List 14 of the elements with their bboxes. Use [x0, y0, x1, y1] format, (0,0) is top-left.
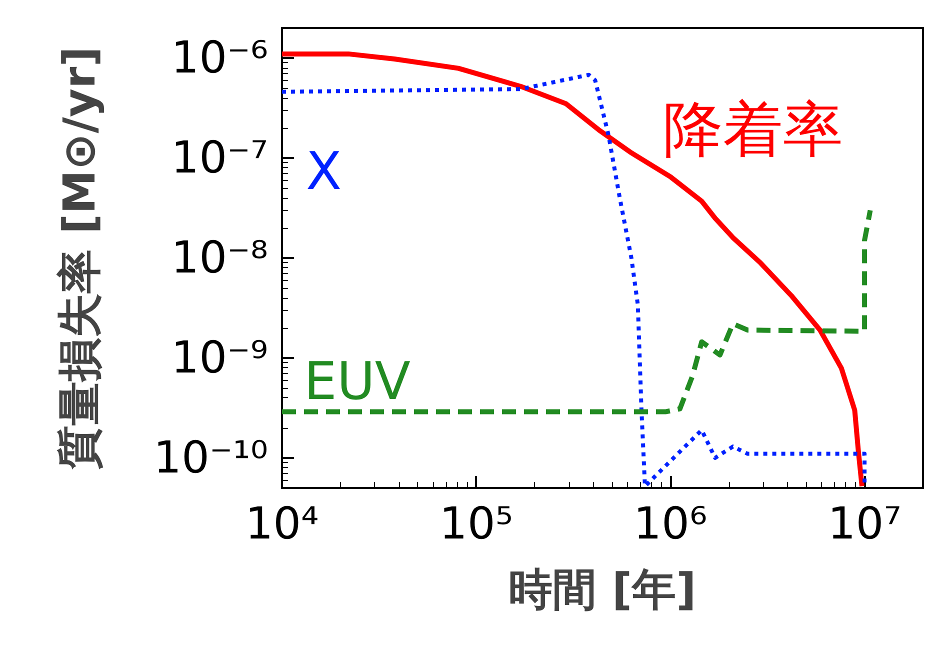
series-label: X [306, 142, 342, 202]
y-tick-label: 10⁻¹⁰ [154, 432, 268, 484]
x-axis-title: 時間 [年] [508, 564, 696, 616]
y-tick-label: 10⁻⁷ [171, 132, 268, 184]
x-tick-label: 10⁵ [439, 498, 513, 550]
y-axis-title: 質量損失率 [M⊙/yr] [54, 46, 106, 470]
x-tick-label: 10⁷ [828, 498, 902, 550]
y-tick-label: 10⁻⁶ [171, 32, 268, 84]
y-tick-label: 10⁻⁹ [171, 332, 268, 384]
y-tick-label: 10⁻⁸ [171, 232, 268, 284]
series-label: EUV [304, 352, 411, 412]
x-tick-label: 10⁴ [245, 498, 319, 550]
x-tick-label: 10⁶ [634, 498, 708, 550]
series-label: 降着率 [663, 95, 843, 165]
